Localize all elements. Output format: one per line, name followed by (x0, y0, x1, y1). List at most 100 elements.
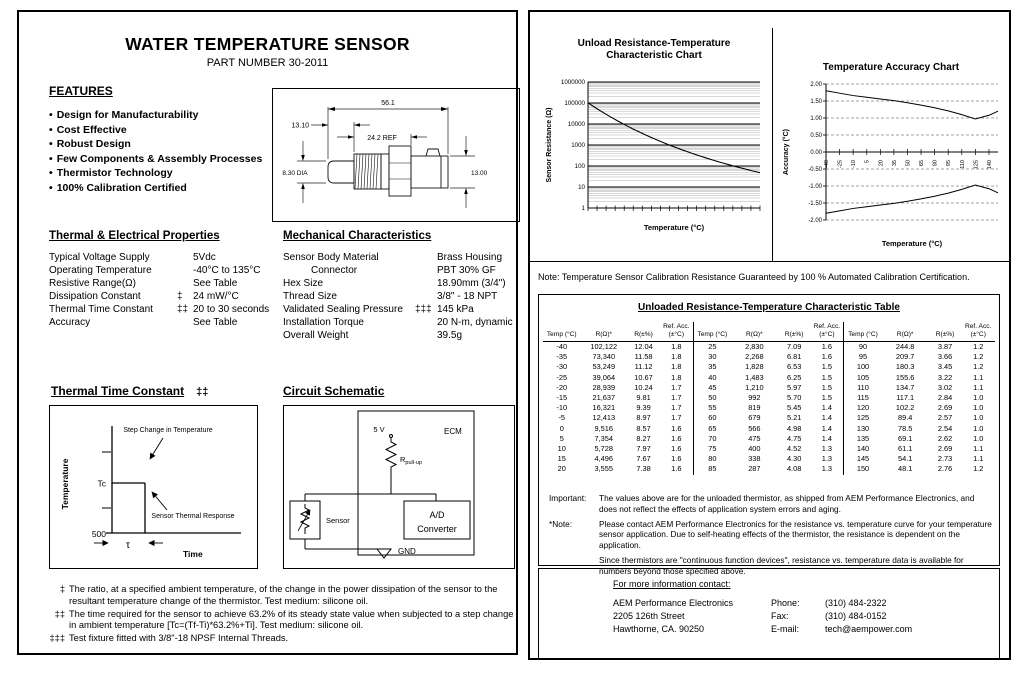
table-cell: 60 (708, 413, 717, 423)
pullup-resistor-label: Rpull-up (400, 455, 422, 466)
table-cell: 28,939 (592, 382, 616, 392)
email-label: E-mail: (771, 624, 800, 634)
table-cell: 1.4 (821, 433, 833, 443)
table-group-2: Temp (°C) R(Ω)* R(±%) Ref. Acc. (±°C) 25 2,83… (693, 322, 845, 475)
footnote-text: The ratio, at a specified ambient temper… (69, 584, 498, 606)
table-row: -20 28,939 10.24 1.7 (543, 383, 693, 393)
chart-divider (772, 28, 773, 261)
table-row: 30 2,268 6.81 1.6 (694, 352, 844, 362)
table-cell: -5 (558, 413, 566, 423)
table-cell: 2.76 (937, 464, 953, 474)
y-axis-label: Sensor Resistance (Ω) (546, 108, 553, 183)
footnote-mark (177, 264, 193, 277)
property-label: Overall Weight (283, 330, 349, 341)
table-cell: 73,340 (592, 352, 616, 362)
contact-city: Hawthorne, CA. 90250 (613, 624, 705, 634)
table-cell: 9.81 (636, 393, 651, 403)
table-cell: 287 (748, 464, 761, 474)
column-header: R(±%) (928, 322, 962, 342)
circuit-schematic: ECM 5 V Rpull-up A/D Converter Sensor GN… (289, 410, 475, 559)
important-label: Important: (549, 493, 587, 503)
property-label: Connector (311, 265, 358, 276)
table-cell: 180.3 (895, 362, 915, 372)
table-row: -30 53,249 11.12 1.8 (543, 362, 693, 372)
document-title: WATER TEMPERATURE SENSOR (125, 34, 410, 54)
feature-text: Thermistor Technology (56, 167, 173, 179)
email-value: tech@aempower.com (825, 624, 913, 634)
table-cell: 48.1 (897, 464, 913, 474)
dim-tip-length: 13.10 (291, 123, 309, 130)
table-cell: 1.4 (821, 403, 833, 413)
schematic-heading: Circuit Schematic (283, 384, 385, 398)
y-tick-label: -2.00 (808, 218, 822, 224)
thermal-properties-list: Typical Voltage Supply 5Vdc Operating Temp… (49, 251, 279, 329)
table-cell: 8.57 (636, 423, 651, 433)
table-cell: 1.7 (671, 413, 682, 423)
table-cell: 12,413 (592, 413, 616, 423)
column-header: R(Ω)* (580, 322, 628, 342)
mechanical-characteristics-heading: Mechanical Characteristics (283, 230, 432, 242)
feature-item: • 100% Calibration Certified (49, 181, 262, 196)
table-row: 50 992 5.70 1.5 (694, 393, 844, 403)
table-cell: 1.0 (973, 393, 984, 403)
footnote-mark (177, 251, 193, 264)
y-tick-label: -1.00 (808, 184, 822, 190)
table-cell: -35 (556, 352, 568, 362)
accuracy-curve-lower (825, 184, 999, 214)
table-cell: 85 (708, 464, 717, 474)
temperature-accuracy-chart: -2.00 -1.50 -1.00 -0.50 0.00 0.50 1.00 1.50 2.00… (782, 82, 999, 248)
table-cell: 65 (708, 423, 717, 433)
resistance-table: Temp (°C) R(Ω)* R(±%) Ref. Acc. (±°C) -40 102… (543, 322, 995, 475)
table-row: 95 209.7 3.66 1.2 (844, 352, 995, 362)
property-value: 24 mW/°C (193, 291, 239, 302)
column-header: Temp (°C) (543, 322, 581, 342)
table-cell: 100 (856, 362, 870, 372)
y-tick-label: 1000 (571, 142, 585, 149)
table-cell: 8.27 (636, 433, 651, 443)
table-cell: 2.54 (937, 423, 953, 433)
y-tick-label: 2.00 (810, 82, 822, 88)
datasheet-page-2: Unload Resistance-Temperature Characteri… (528, 10, 1011, 660)
table-cell: 1.4 (821, 423, 833, 433)
table-row: -40 102,122 12.04 1.8 (543, 342, 693, 353)
table-cell: 115 (857, 393, 869, 403)
footnote-mark (415, 316, 437, 329)
property-label: Hex Size (283, 278, 324, 289)
column-header: R(Ω)* (731, 322, 778, 342)
table-cell: 102,122 (590, 342, 618, 351)
part-number: PART NUMBER 30-2011 (206, 57, 329, 69)
y-axis-label: Accuracy (°C) (782, 129, 790, 175)
table-cell: 30 (708, 352, 717, 362)
table-cell: 2.73 (937, 454, 953, 464)
table-cell: 95 (858, 352, 868, 362)
table-cell: 25 (708, 342, 717, 351)
table-cell: 40 (708, 372, 717, 382)
table-cell: 1.3 (821, 464, 833, 474)
table-cell: 1.1 (973, 372, 984, 382)
mechanical-characteristics-list: Sensor Body Material Brass Housing Connect… (283, 251, 515, 342)
table-row: 55 819 5.45 1.4 (694, 403, 844, 413)
property-value: 18.90mm (3/4") (437, 278, 506, 289)
ttc-heading-mark: ‡‡ (196, 386, 209, 398)
x-tick-label: -25 (838, 160, 844, 168)
schematic-box: ECM 5 V Rpull-up A/D Converter Sensor GN… (283, 405, 515, 569)
table-cell: 1.7 (671, 382, 682, 392)
table-cell: 140 (856, 444, 870, 454)
ecm-outline (357, 410, 475, 556)
table-cell: 8.97 (636, 413, 651, 423)
table-cell: 5 (559, 433, 564, 443)
property-value: See Table (193, 317, 238, 328)
table-cell: 4.30 (786, 454, 802, 464)
feature-item: • Design for Manufacturability (49, 108, 262, 123)
table-cell: 1.1 (973, 454, 984, 464)
adc-label-line1: A/D (429, 510, 445, 520)
table-cell: 78.5 (897, 423, 913, 433)
bullet-glyph: • (49, 181, 53, 194)
table-cell: 7.97 (636, 444, 651, 454)
gnd-label: GND (398, 547, 416, 556)
table-row: -25 39,064 10.67 1.8 (543, 373, 693, 383)
property-value: 20 N-m, dynamic (437, 317, 513, 328)
table-cell: 4.75 (786, 433, 802, 443)
property-label: Installation Torque (283, 317, 364, 328)
table-row: 20 3,555 7.38 1.6 (543, 464, 693, 474)
